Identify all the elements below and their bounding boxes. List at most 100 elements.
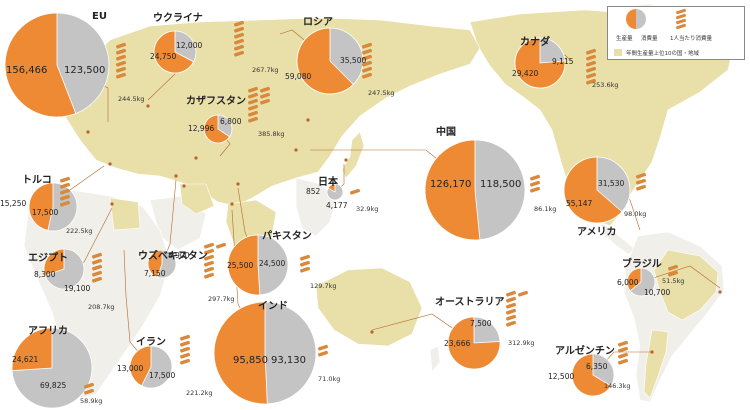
- eu-production-value: 156,466: [6, 65, 48, 76]
- africa-per-capita-glyph: [84, 382, 94, 395]
- ukraine-per-capita-value: 267.7kg: [252, 66, 279, 74]
- eu-glyph-bar: [116, 72, 126, 79]
- eu-glyph-bar: [116, 66, 126, 73]
- pakistan-glyph-bar: [300, 254, 310, 261]
- ukraine-glyph-bar: [234, 38, 244, 45]
- brazil-per-capita-value: 51.5kg: [662, 277, 685, 285]
- india-per-capita-value: 71.0kg: [318, 375, 341, 383]
- eu-per-capita-glyph: [116, 42, 126, 79]
- turkey-per-capita-glyph: [60, 176, 70, 207]
- brazil-leader-line: [640, 265, 721, 289]
- eu-glyph-bar: [116, 48, 126, 55]
- kazakhstan-glyph-bar: [248, 92, 258, 99]
- australia-landmass: [315, 267, 423, 347]
- canada-glyph-bar: [586, 54, 596, 61]
- argentina-pie-production: [571, 353, 612, 397]
- argentina-glyph-bar: [618, 352, 628, 359]
- iran-production-value: 13,000: [117, 364, 144, 373]
- australia-consumption-value: 7,500: [470, 319, 492, 328]
- japan-glyph-bar: [350, 188, 360, 195]
- egypt-glyph-bar: [92, 276, 102, 283]
- china-glyph-bar: [530, 180, 540, 187]
- usa-pie-production: [563, 156, 623, 224]
- brazil-production-value: 6,000: [617, 278, 639, 287]
- egypt-glyph-bar: [92, 264, 102, 271]
- ukraine-glyph-bar: [234, 50, 244, 57]
- iran-location-dot: [182, 184, 186, 188]
- australia-production-value: 23,666: [444, 339, 471, 348]
- brazil-location-dot: [718, 290, 722, 294]
- turkey-glyph-bar: [60, 176, 70, 183]
- india-name-label: インド: [258, 301, 288, 312]
- africa-consumption-value: 69,825: [40, 381, 67, 390]
- usa-consumption-value: 31,530: [598, 179, 625, 188]
- legend-per-capita-label: 1人当たり消費量: [670, 36, 712, 42]
- legend: 生産量 消費量 1人当たり消費量 年間生産量上位10の国・地域: [607, 6, 745, 60]
- kazakhstan-glyph-bar: [248, 110, 258, 117]
- india-glyph-bar: [318, 344, 328, 351]
- eu-consumption-value: 123,500: [64, 65, 106, 76]
- brazil-pie-production: [626, 267, 642, 292]
- australia-name-label: オーストラリア: [435, 297, 505, 308]
- usa-glyph-bar: [636, 178, 646, 185]
- japan-per-capita-value: 32.9kg: [356, 205, 379, 213]
- kazakhstan-glyph-bar: [248, 116, 258, 123]
- kazakhstan-glyph-bar: [248, 86, 258, 93]
- ukraine-per-capita-glyph: [234, 20, 244, 57]
- pie-charts: [4, 12, 656, 409]
- ukraine-name-label: ウクライナ: [153, 13, 203, 24]
- uzbekistan-per-capita-glyph: [204, 242, 226, 279]
- uzbekistan-glyph-bar: [204, 248, 214, 255]
- pakistan-pie-production: [227, 234, 261, 296]
- russia-per-capita-value: 247.5kg: [368, 89, 395, 97]
- pakistan-consumption-value: 24,500: [259, 259, 286, 268]
- brazil-per-capita-glyph: [668, 264, 678, 277]
- uzbekistan-glyph-bar: [204, 260, 214, 267]
- india-production-value: 95,850: [233, 355, 268, 366]
- turkey-location-dot: [108, 162, 112, 166]
- iran-consumption-value: 17,500: [149, 371, 176, 380]
- australia-glyph-bar: [506, 302, 516, 309]
- iran-glyph-bar: [180, 352, 190, 359]
- japan-pie-production: [327, 183, 336, 193]
- canada-production-value: 29,420: [512, 69, 539, 78]
- africa-production-value: 24,621: [12, 355, 39, 364]
- china-consumption-value: 118,500: [480, 179, 522, 190]
- ukraine-glyph-bar: [234, 20, 244, 27]
- uzbekistan-glyph-bar: [216, 242, 226, 249]
- iran-per-capita-glyph: [180, 334, 190, 365]
- canada-glyph-bar: [586, 78, 596, 85]
- legend-consumption-label: 消費量: [641, 36, 658, 42]
- ukraine-production-value: 24,750: [150, 52, 177, 61]
- usa-per-capita-glyph: [636, 172, 646, 191]
- australia-glyph-bar: [506, 320, 516, 327]
- iran-per-capita-value: 221.2kg: [186, 389, 213, 397]
- canada-glyph-bar: [586, 66, 596, 73]
- india-consumption-value: 93,130: [271, 355, 306, 366]
- eu-pie-production: [4, 12, 77, 118]
- turkey-consumption-value: 17,500: [32, 208, 59, 217]
- china-glyph-bar: [530, 186, 540, 193]
- egypt-per-capita-glyph: [92, 252, 102, 283]
- argentina-per-capita-value: 146.3kg: [604, 382, 631, 390]
- iran-name-label: イラン: [136, 337, 166, 348]
- legend-coil-icon: [676, 8, 686, 30]
- egypt-pie-production: [43, 248, 65, 277]
- africa-glyph-bar: [84, 382, 94, 389]
- turkey-glyph-bar: [60, 188, 70, 195]
- egypt-per-capita-value: 208.7kg: [88, 303, 115, 311]
- uzbekistan-per-capita-value: 297.7kg: [208, 295, 235, 303]
- kazakhstan-glyph-bar: [248, 98, 258, 105]
- argentina-per-capita-glyph: [618, 340, 628, 365]
- australia-glyph-bar: [518, 290, 528, 297]
- china-glyph-bar: [530, 174, 540, 181]
- india-per-capita-glyph: [318, 344, 328, 357]
- kazakhstan-production-value: 12,996: [188, 124, 215, 133]
- russia-pie-production: [296, 27, 354, 95]
- china-per-capita-value: 86.1kg: [534, 205, 557, 213]
- russia-production-value: 59,080: [285, 72, 312, 81]
- australia-glyph-bar: [506, 296, 516, 303]
- legend-highlight-label: 年間生産量上位10の国・地域: [626, 51, 699, 57]
